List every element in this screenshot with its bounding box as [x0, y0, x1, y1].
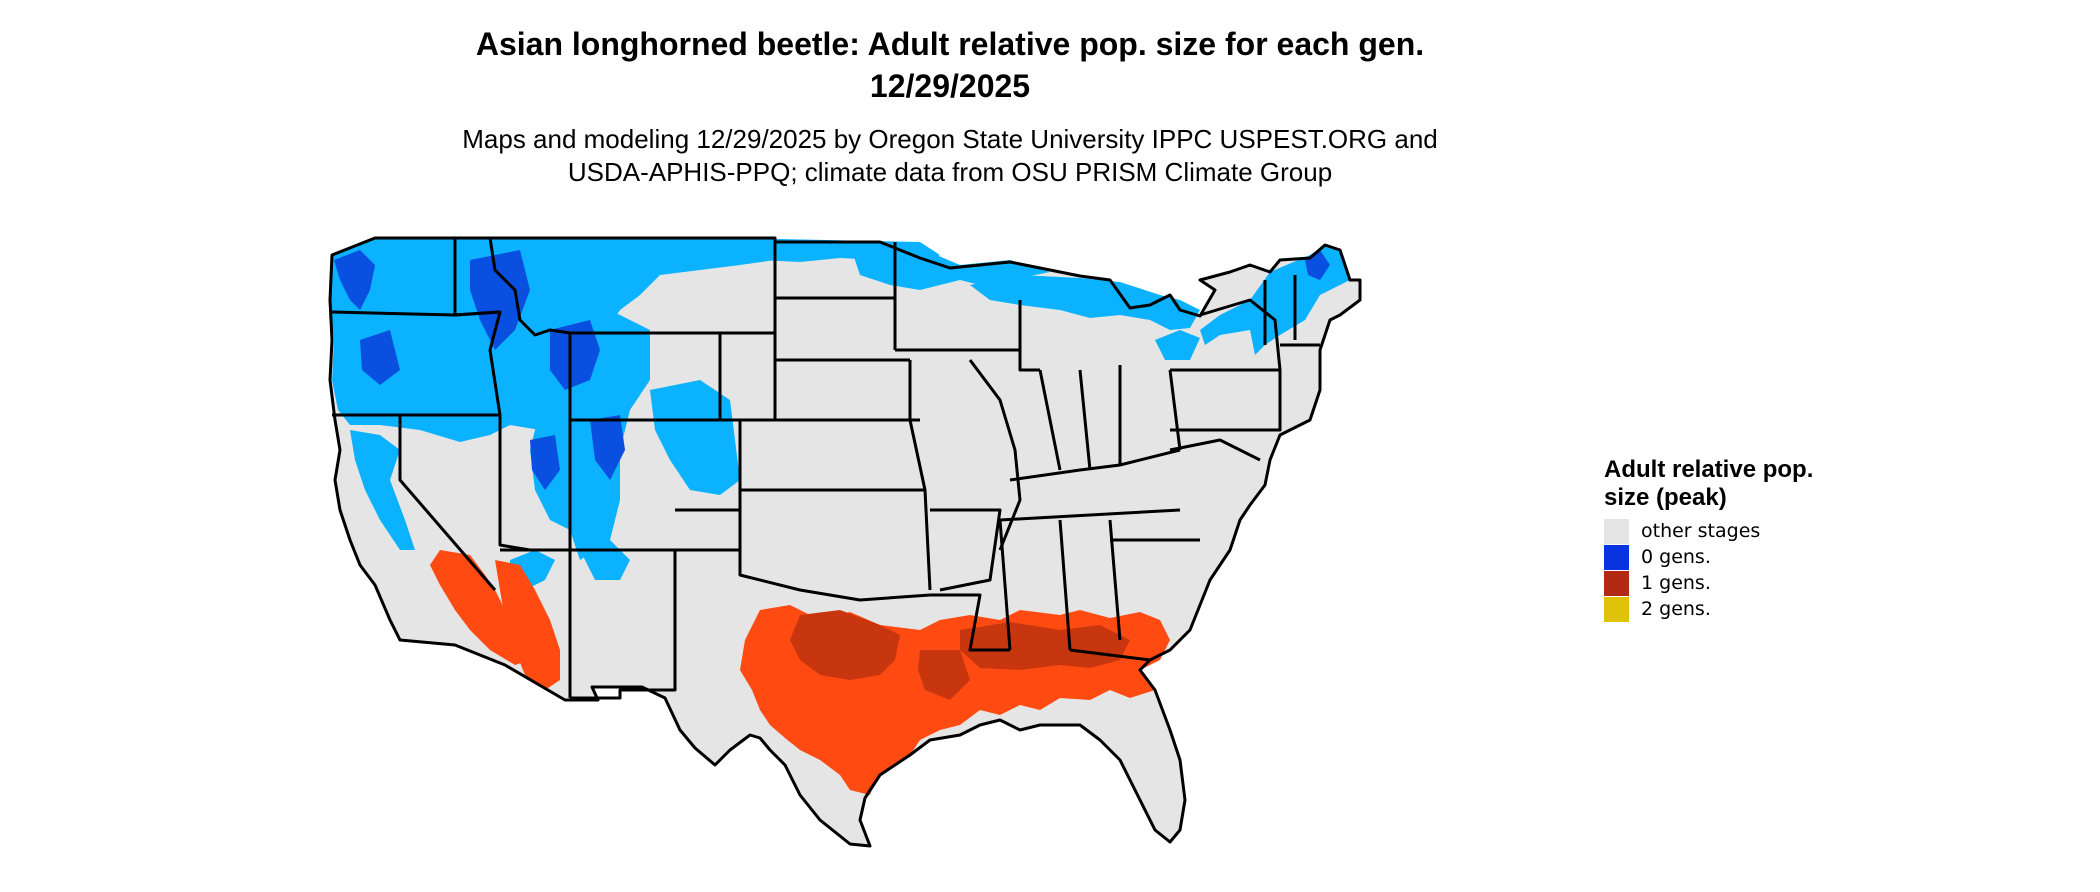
border-ar: [930, 508, 1002, 592]
zone-lightblue-sierra: [350, 430, 415, 550]
legend-swatch-1-gens: [1604, 570, 1629, 596]
map-date: 12/29/2025: [869, 68, 1031, 104]
border-wy: [568, 333, 722, 422]
legend-label-other-stages: other stages: [1641, 520, 1761, 542]
state-borders: [328, 236, 1362, 848]
border-wi: [1018, 300, 1040, 372]
zone-lightblue-michigan: [1155, 330, 1200, 360]
zone-darkblue-utah: [530, 435, 560, 490]
legend-swatch-other-stages: [1604, 518, 1629, 544]
legend-swatch-0-gens: [1604, 544, 1629, 570]
border-nv-ut: [498, 415, 531, 552]
legend-label-2-gens: 2 gens.: [1641, 598, 1711, 620]
border-ok-tx: [675, 508, 931, 602]
border-ky-north: [1009, 448, 1181, 482]
legend-item-1-gens: 1 gens.: [1604, 570, 1824, 596]
border-ia-mo: [908, 360, 932, 591]
zone-darkblue-colorado: [590, 415, 625, 480]
legend-label-0-gens: 0 gens.: [1641, 546, 1711, 568]
us-map: [328, 236, 1362, 848]
border-ga-fl: [1069, 648, 1151, 662]
zone-darkblue-oregon: [360, 330, 400, 385]
border-nm-tx: [570, 550, 677, 700]
zone-darkblue-idaho: [470, 250, 530, 350]
border-tn-ky: [999, 508, 1181, 522]
map-credit-line2: USDA-APHIS-PPQ; climate data from OSU PR…: [567, 157, 1333, 187]
zone-darkred-texas: [790, 610, 900, 680]
border-mo-east: [968, 359, 1022, 551]
legend-item-2-gens: 2 gens.: [1604, 596, 1824, 622]
border-ca-nv: [398, 415, 497, 591]
legend-item-other-stages: other stages: [1604, 518, 1824, 544]
legend-item-0-gens: 0 gens.: [1604, 544, 1824, 570]
map-title: Asian longhorned beetle: Adult relative …: [475, 26, 1425, 62]
zone-darkred-deepsouth: [960, 622, 1130, 670]
border-pa: [1170, 368, 1282, 432]
legend-title: Adult relative pop. size (peak): [1604, 456, 1814, 511]
zone-orange-southwest: [430, 550, 530, 665]
border-id-west: [453, 238, 502, 416]
legend-swatch-2-gens: [1604, 596, 1629, 622]
zone-darkblue-wyoming: [550, 320, 600, 390]
map-legend: Adult relative pop. size (peak) other st…: [1604, 456, 1824, 622]
border-ms-al: [998, 519, 1072, 651]
legend-items: other stages 0 gens. 1 gens. 2 gens.: [1604, 518, 1824, 622]
border-ne-states: [1263, 275, 1320, 347]
zone-darkred-louisiana: [918, 650, 970, 700]
border-id-mt: [488, 237, 571, 337]
zone-lightblue-colorado: [650, 380, 740, 495]
legend-label-1-gens: 1 gens.: [1641, 572, 1711, 594]
border-oh: [1118, 365, 1182, 465]
border-va-md: [1169, 438, 1261, 462]
border-la: [930, 593, 1010, 652]
zone-orange-arizona: [495, 560, 560, 690]
border-ny: [1199, 298, 1282, 371]
zone-lightblue-great-lakes: [970, 275, 1200, 330]
border-il-in: [1038, 369, 1092, 471]
zone-darkblue-cascades: [334, 250, 375, 310]
map-credit-line1: Maps and modeling 12/29/2025 by Oregon S…: [462, 124, 1438, 154]
